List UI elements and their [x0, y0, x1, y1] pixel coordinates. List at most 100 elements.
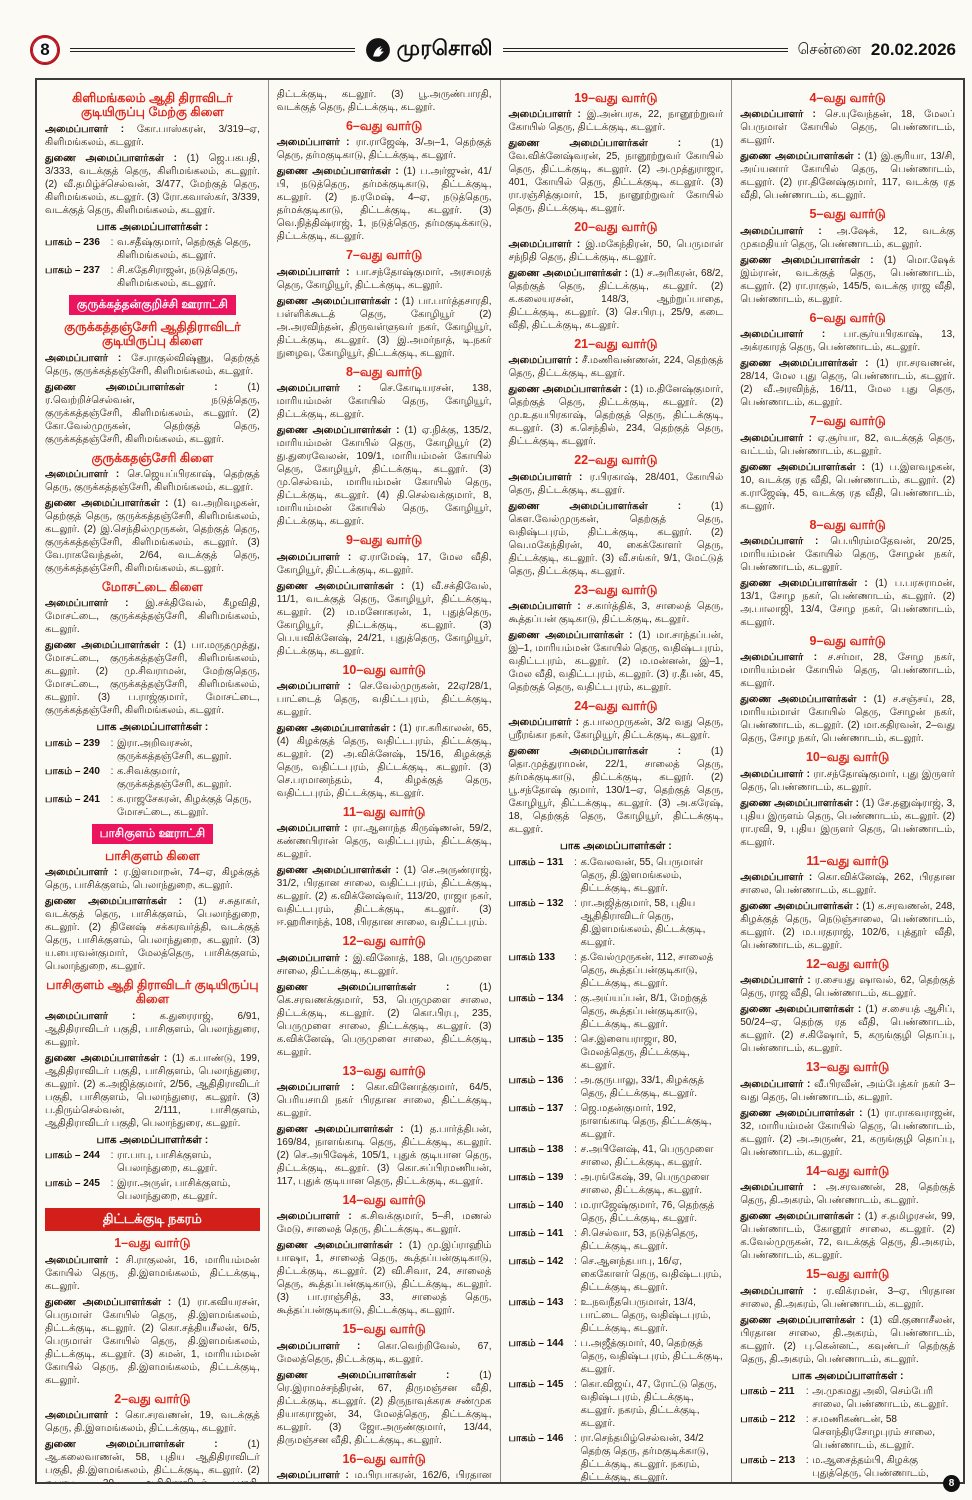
entry-lead: அமைப்பாளர் : [508, 238, 586, 250]
entry-paragraph: துணை அமைப்பாளர்கள் : (1) வே.விக்னேஷ்வரன்… [508, 138, 724, 215]
pagam-row: பாகம் – 244: ரா.பாபு, பாசிக்குளம், பெலாந்… [45, 1149, 260, 1175]
entry-paragraph: அமைப்பாளர் : பா.சந்தோஷ்குமார், அரசமரத் த… [276, 266, 492, 291]
entry-lead: துணை அமைப்பாளர்கள் : [276, 425, 405, 437]
entry-lead: அமைப்பாளர் : [45, 1010, 160, 1022]
pagam-text: கொ.விஜய், 47, ரோட்டு தெரு, வதிஷ்டபுரம், … [580, 1378, 717, 1429]
ward-heading: கிளிமங்கலம் ஆதி திராவிடர் குடியிருப்பு ம… [72, 91, 233, 120]
pagam-colon: : [574, 1102, 577, 1114]
pagam-colon: : [574, 1255, 577, 1267]
entry-paragraph: துணை அமைப்பாளர்கள் : (1) ரா.கவியரசன், பெ… [45, 1296, 260, 1386]
entry-lead: துணை அமைப்பாளர்கள் : [508, 746, 712, 758]
entry-lead: அமைப்பாளர் : [740, 1182, 826, 1194]
entry-lead: துணை அமைப்பாளர்கள் : [276, 295, 402, 307]
pagam-row: பாகம் – 144: ப.அஜீத்குமார், 40, தெற்குத் … [509, 1337, 724, 1376]
entry-lead: துணை அமைப்பாளர்கள் : [740, 797, 863, 809]
ward-heading: 15–வது வார்டு [342, 1322, 426, 1337]
pagam-text: க.ராஜசேகரன், கிழக்குத் தெரு, மோசட்டை, கட… [117, 794, 252, 819]
entry-paragraph: துணை அமைப்பாளர்கள் : (1) இ.சூரியா, 13/சி… [740, 151, 955, 202]
pagam-number: பாகம் – 145 [508, 1378, 564, 1390]
entry-paragraph: அமைப்பாளர் : செ.வேல்முருகன், 22ஏ/28/1, ப… [276, 680, 492, 718]
entry-lead: துணை அமைப்பாளர்கள் : [740, 1004, 866, 1016]
entry-paragraph: துணை அமைப்பாளர்கள் : (1) தொ.முத்துராமன்,… [508, 746, 724, 836]
pagam-row: பாகம் – 142: செ.ஆனந்தபாபு, 16/ஏ, கைகோளர் … [509, 1255, 724, 1294]
pagam-colon: : [110, 794, 114, 806]
pagam-colon: : [574, 1296, 577, 1308]
entry-paragraph: அமைப்பாளர் : த.பாலமுருகன், 3/2 வது தெரு,… [508, 717, 724, 742]
pagam-text: ச.மணிகண்டன், 58 சௌந்திரசோழபுரம் சாலை, பெ… [812, 1414, 936, 1452]
entry-paragraph: துணை அமைப்பாளர்கள் : (1) ரா.சரவணன், 28/1… [740, 358, 955, 409]
pagam-text: ப.அஜீத்குமார், 40, தெற்குத் தெரு, வதிஷ்ட… [580, 1337, 723, 1375]
ward-heading: 14–வது வார்டு [342, 1193, 426, 1207]
pagam-number: பாகம் – 131 [508, 856, 564, 868]
pagam-number: பாகம் – 213 [740, 1455, 796, 1467]
entry-lead: அமைப்பாளர் : [740, 109, 825, 121]
entry-lead: துணை அமைப்பாளர்கள் : [508, 138, 712, 150]
column-3: 19–வது வார்டு அமைப்பாளர் : இ.அன்பரசு, 22,… [501, 80, 733, 1482]
entry-lead: துணை அமைப்பாளர்கள் : [276, 722, 400, 734]
section-banner: திட்டக்குடி நகரம் [45, 1208, 260, 1232]
entry-paragraph: துணை அமைப்பாளர்கள் : (1) மொ.ஷேக் இம்ரான்… [740, 254, 955, 305]
pagam-colon: : [110, 738, 114, 750]
entry-lead: துணை அமைப்பாளர்கள் : [276, 981, 480, 993]
pagam-row: பாகம் – 213: ம.ஆசைத்தம்பி, கிழக்கு புதுத்… [740, 1454, 955, 1482]
entry-lead: துணை அமைப்பாளர்கள் : [740, 151, 865, 163]
pagam-subheading: பாக அமைப்பாளர்கள் : [791, 1369, 904, 1382]
pagam-number: பாகம் – 245 [45, 1178, 100, 1190]
entry-lead: துணை அமைப்பாளர்கள் : [508, 500, 712, 512]
entry-paragraph: அமைப்பாளர் : ரா.சந்தோஷ்குமார், புது இருள… [740, 768, 955, 793]
entry-lead: துணை அமைப்பாளர்கள் : [276, 1369, 480, 1381]
pagam-colon: : [805, 1414, 809, 1426]
pagam-colon: : [574, 1337, 577, 1349]
entry-lead: துணை அமைப்பாளர்கள் : [45, 152, 187, 164]
pagam-number: பாகம் 133 [508, 951, 556, 963]
entry-lead: துணை அமைப்பாளர்கள் : [740, 694, 874, 706]
pagam-number: பாகம் – 135 [508, 1033, 564, 1045]
entry-lead: அமைப்பாளர் : [740, 535, 831, 547]
entry-lead: துணை அமைப்பாளர்கள் : [45, 640, 174, 652]
entry-lead: துணை அமைப்பாளர்கள் : [45, 1439, 248, 1451]
pagam-colon: : [574, 1143, 577, 1155]
pagam-row: பாகம் – 241: க.ராஜசேகரன், கிழக்குத் தெரு,… [45, 793, 260, 819]
pagam-text: அ.ரங்கேஷ், 39, பெருமுளை சாலை, திட்டக்குட… [580, 1171, 710, 1196]
pagam-row: பாகம் – 239: இரா.அறிவரசன், குருக்கத்தஞ்சே… [45, 737, 260, 763]
entry-lead: அமைப்பாளர் : [740, 1078, 815, 1090]
entry-paragraph: துணை அமைப்பாளர்கள் : (1) ஆ.கலைவாணன், 58,… [45, 1439, 260, 1482]
entry-lead: துணை அமைப்பாளர்கள் : [45, 896, 195, 908]
ward-heading: 2–வது வார்டு [114, 1391, 191, 1406]
entry-paragraph: அமைப்பாளர் : பெ.யிரம்மதேவன், 20/25, மாரி… [740, 535, 955, 573]
ward-heading: 7–வது வார்டு [809, 414, 886, 429]
pagam-colon: : [574, 1074, 577, 1086]
pagam-row: பாகம் – 136: அ.குருபாலு, 33/1, கிழக்குத் … [509, 1074, 724, 1100]
entry-lead: அமைப்பாளர் : [276, 1082, 366, 1093]
entry-lead: அமைப்பாளர் : [740, 768, 814, 780]
entry-paragraph: துணை அமைப்பாளர்கள் : (1) ச.அரிகரன், 68/2… [508, 267, 724, 331]
pagam-text: க.சிவக்குமார், குருக்கத்தஞ்சேரி, கடலூர். [117, 766, 232, 791]
entry-lead: துணை அமைப்பாளர்கள் : [45, 381, 248, 393]
column-1: கிளிமங்கலம் ஆதி திராவிடர் குடியிருப்பு ம… [37, 80, 269, 1482]
pagam-text: இரா.அறிவரசன், குருக்கத்தஞ்சேரி, கடலூர். [117, 738, 232, 763]
panchayat-highlight: குருக்கத்தன்குறிச்சி ஊராட்சி [68, 295, 236, 315]
column-4: 4–வது வார்டு அமைப்பாளர் : செ.யுவேந்தன், 1… [732, 80, 963, 1482]
entry-lead: அமைப்பாளர் : [276, 1340, 378, 1352]
pagam-colon: : [574, 992, 577, 1004]
entry-paragraph: அமைப்பாளர் : பா.சூர்யபிரகாஷ், 13, அக்ரகா… [740, 329, 956, 354]
entry-paragraph: துணை அமைப்பாளர்கள் : (1) மு.இப்ராஹிம் பா… [276, 1240, 492, 1317]
entry-paragraph: அமைப்பாளர் : ர.சையது ஷாவல், 62, தெற்குத்… [740, 975, 955, 1000]
entry-lead: துணை அமைப்பாளர்கள் : [276, 166, 404, 178]
entry-lead: அமைப்பாளர் : [276, 952, 353, 964]
entry-paragraph: துணை அமைப்பாளர்கள் : (1) வி.குணாசீலன், ப… [740, 1314, 955, 1365]
ward-heading: 10–வது வார்டு [342, 662, 426, 677]
pagam-colon: : [574, 1171, 577, 1183]
entry-paragraph: துணை அமைப்பாளர்கள் : (1) க.சரவணன், 248, … [740, 901, 955, 951]
entry-paragraph: அமைப்பாளர் : சீ.மணிவண்ணன், 224, தெற்குத்… [508, 355, 724, 380]
pagam-text: செ.இளையராஜா, 80, மேலத்தெரு, திட்டக்குடி,… [580, 1033, 690, 1071]
pagam-row: பாகம் – 134: கு.அய்யப்பன், 8/1, மேற்குத் … [509, 992, 724, 1031]
entry-lead: துணை அமைப்பாளர்கள் : [740, 1107, 868, 1119]
entry-paragraph: துணை அமைப்பாளர்கள் : (1) வீ.சக்திவேல், 1… [276, 580, 492, 657]
ward-heading: 24–வது வார்டு [574, 698, 658, 713]
entry-paragraph: அமைப்பாளர் : ரா.ராஜேஷ், 3/அ–1, தெற்குத் … [276, 137, 492, 162]
ward-heading: 9–வது வார்டு [809, 633, 886, 648]
pagam-number: பாகம் – 138 [508, 1143, 564, 1155]
pagam-subheading: பாக அமைப்பாளர்கள் : [96, 220, 209, 233]
entry-paragraph: அமைப்பாளர் : செ.ஜெயப்பிரகாஷ், தெற்குத் த… [45, 469, 260, 494]
